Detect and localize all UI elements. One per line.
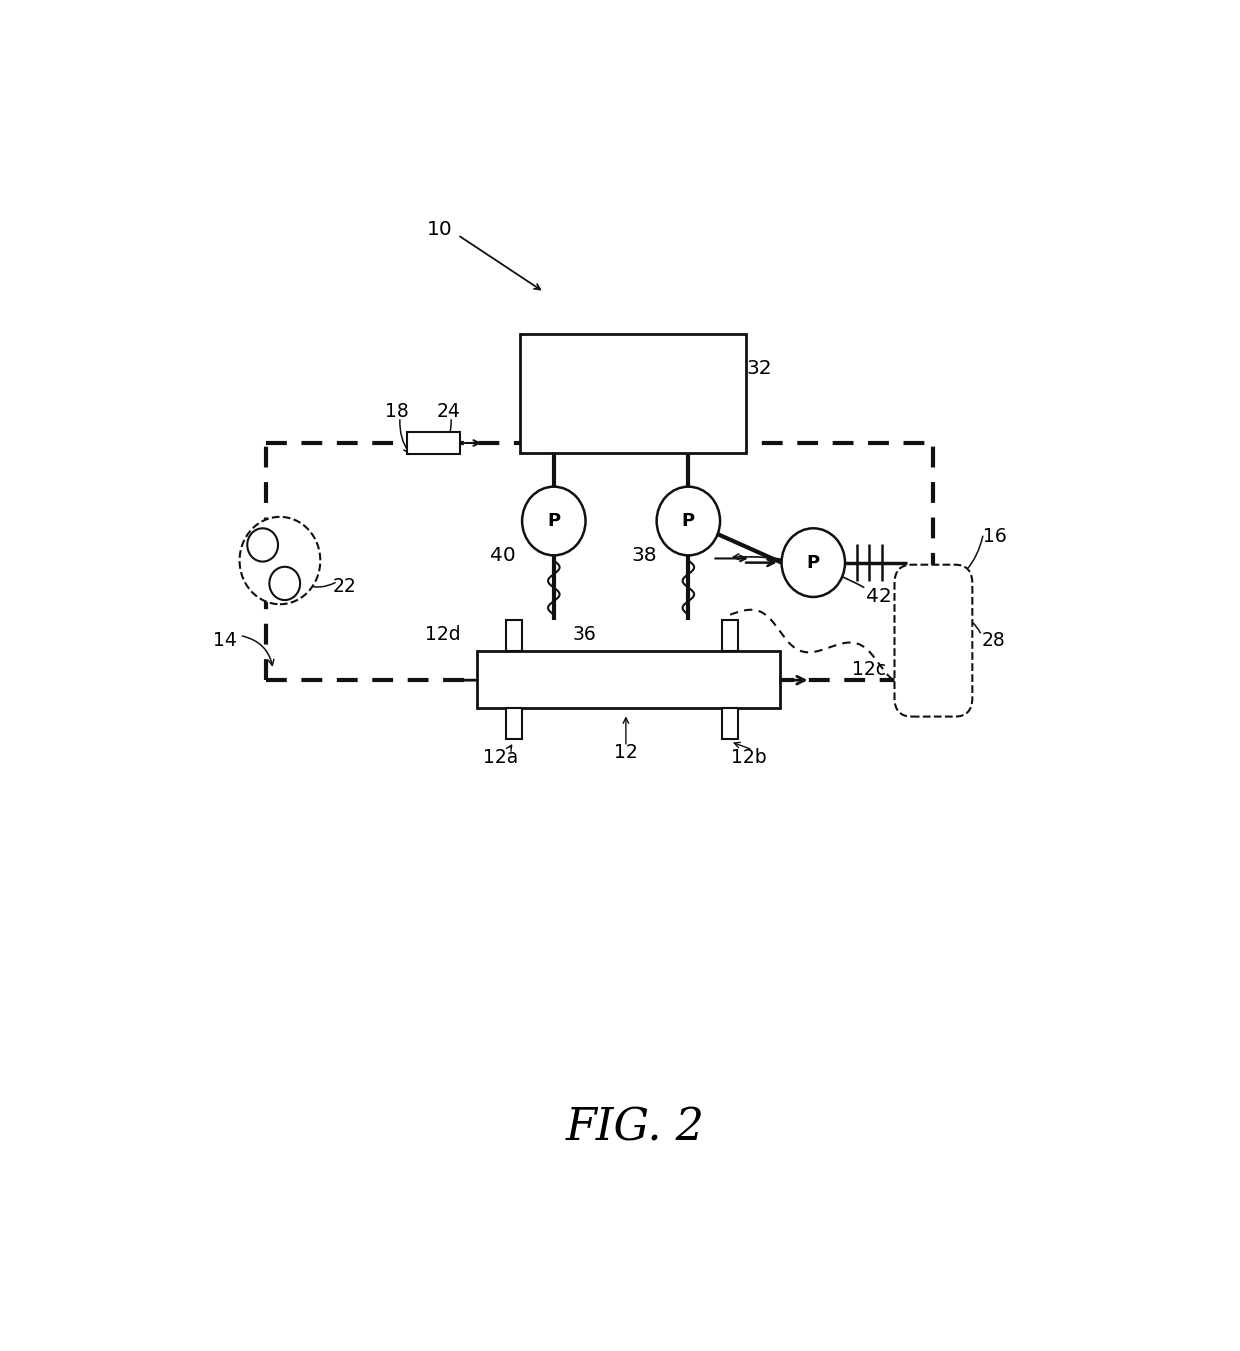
Text: 40: 40 — [490, 546, 516, 565]
Text: FIG. 2: FIG. 2 — [565, 1106, 706, 1150]
Text: 12a: 12a — [484, 747, 518, 766]
Circle shape — [522, 486, 585, 555]
Text: 12c: 12c — [852, 661, 885, 680]
Text: 28: 28 — [982, 631, 1006, 650]
Circle shape — [239, 517, 320, 604]
Text: 36: 36 — [573, 626, 596, 644]
Circle shape — [657, 486, 720, 555]
FancyBboxPatch shape — [722, 620, 738, 651]
Text: 32: 32 — [746, 358, 771, 377]
Text: 42: 42 — [866, 588, 892, 607]
FancyBboxPatch shape — [407, 431, 460, 454]
Text: 38: 38 — [631, 546, 657, 565]
Circle shape — [269, 567, 300, 600]
FancyBboxPatch shape — [506, 708, 522, 739]
Text: 24: 24 — [436, 403, 460, 422]
Text: 12d: 12d — [425, 626, 460, 644]
Text: 14: 14 — [213, 631, 237, 650]
FancyBboxPatch shape — [477, 651, 780, 708]
Text: 10: 10 — [427, 220, 453, 239]
Text: 12b: 12b — [732, 747, 766, 766]
Circle shape — [781, 528, 844, 597]
Text: 16: 16 — [983, 527, 1007, 546]
Text: P: P — [682, 512, 694, 530]
Text: 22: 22 — [332, 577, 357, 596]
FancyBboxPatch shape — [894, 565, 972, 716]
Text: P: P — [807, 554, 820, 571]
Text: P: P — [547, 512, 560, 530]
Text: 34: 34 — [634, 669, 657, 688]
Circle shape — [247, 528, 278, 562]
FancyBboxPatch shape — [521, 334, 746, 454]
FancyBboxPatch shape — [722, 708, 738, 739]
Text: 18: 18 — [386, 403, 409, 422]
FancyBboxPatch shape — [506, 620, 522, 651]
Text: 12: 12 — [614, 743, 637, 762]
